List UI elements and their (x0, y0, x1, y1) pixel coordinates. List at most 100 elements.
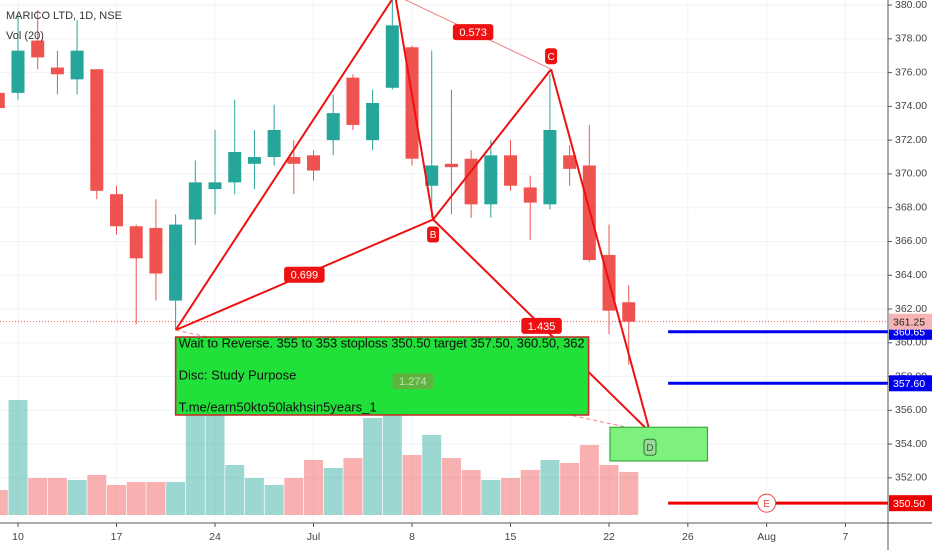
candle-body (149, 227, 163, 274)
volume-bar (461, 470, 481, 515)
volume-bar (402, 455, 422, 515)
volume-bar (67, 480, 87, 515)
level-label-bg (889, 495, 932, 512)
candle-body (385, 25, 399, 88)
level-label-bg (889, 375, 932, 392)
x-tick-label: Aug (757, 531, 776, 543)
candle-body (228, 151, 242, 183)
volume-bar (284, 478, 304, 515)
y-tick-label: 378.00 (895, 33, 927, 45)
x-tick-label: 8 (409, 531, 415, 543)
x-tick-label: Jul (307, 531, 320, 543)
volume-bar (304, 460, 324, 515)
target-zone (609, 426, 709, 462)
candle-body (287, 157, 301, 164)
volume-bar (382, 405, 402, 515)
candle-body (504, 155, 518, 186)
volume-bar (520, 470, 540, 515)
point-label-bg (545, 48, 558, 65)
volume-bar (146, 482, 166, 515)
volume-bar (87, 475, 107, 515)
candle-body (346, 77, 360, 125)
candle-body (444, 163, 458, 168)
candle-body (188, 182, 202, 220)
pattern-leg (432, 68, 552, 221)
candle-body (563, 155, 577, 169)
last-price-bg (889, 313, 932, 330)
y-tick-label: 376.00 (895, 66, 927, 78)
point-label: D (646, 443, 653, 454)
ratio-label: 0.699 (291, 270, 319, 282)
candle-body (208, 182, 222, 190)
candle-body (129, 226, 143, 259)
y-tick-label: 356.00 (895, 404, 927, 416)
candle-body (70, 50, 84, 80)
volume-bar (441, 458, 461, 515)
candle-body (11, 50, 25, 93)
x-tick-label: 15 (505, 531, 517, 543)
ratio-label-bg (452, 24, 494, 41)
volume-bar (264, 485, 284, 515)
volume-bar (0, 490, 8, 515)
candle-body (307, 155, 321, 171)
candle-body (90, 69, 104, 191)
x-tick-label: 22 (603, 531, 615, 543)
point-label: B (430, 230, 437, 241)
ratio-label: 1.274 (399, 376, 427, 388)
candle-body (0, 92, 5, 109)
point-label: C (547, 52, 554, 63)
candle-body (366, 103, 380, 141)
volume-bar (501, 478, 521, 515)
volume-bar (560, 463, 580, 515)
y-tick-label: 362.00 (895, 303, 927, 315)
volume-bar (343, 458, 363, 515)
candle-body (110, 194, 124, 227)
candle-body (50, 67, 64, 75)
x-tick-label: 10 (12, 531, 24, 543)
volume-bar (205, 392, 225, 515)
note-box (174, 336, 590, 416)
ratio-label-bg (392, 373, 434, 390)
note-text: Wait to Reverse. 355 to 353 stoploss 350… (179, 335, 585, 350)
candle-body (31, 40, 45, 58)
volume-bar (422, 435, 442, 515)
note-text: Disc: Study Purpose (179, 367, 297, 382)
pattern-leg (394, 0, 435, 220)
candle-body (425, 165, 439, 186)
candle-body (267, 130, 281, 158)
ratio-label: 0.573 (459, 27, 487, 39)
volume-bar (363, 418, 383, 515)
volume-bar (107, 485, 127, 515)
level-label: 350.50 (893, 498, 925, 510)
volume-bar (619, 472, 639, 515)
candle-body (622, 302, 636, 322)
y-tick-label: 354.00 (895, 438, 927, 450)
candle-body (247, 157, 261, 164)
pattern-leg (174, 0, 393, 331)
volume-bar (225, 465, 245, 515)
point-label-bg (427, 226, 440, 243)
ratio-label-bg (284, 266, 325, 283)
volume-bar (244, 478, 264, 515)
event-marker (757, 493, 777, 513)
level-label: 357.60 (893, 378, 925, 390)
candle-body (484, 155, 498, 205)
price-axis-bg (888, 0, 932, 550)
last-price-label: 361.25 (893, 316, 925, 328)
volume-bar (166, 482, 186, 515)
candle-body (169, 224, 183, 301)
time-axis-bg (0, 523, 932, 550)
volume-bar (28, 478, 48, 515)
candle-body (326, 113, 340, 141)
volume-bar (599, 465, 619, 515)
volume-label: Vol (20) (6, 30, 44, 42)
candle-body (464, 158, 478, 205)
volume-bar (481, 480, 501, 515)
x-tick-label: 26 (682, 531, 694, 543)
y-tick-label: 364.00 (895, 269, 927, 281)
volume-bar (47, 478, 67, 515)
candle-body (523, 187, 537, 203)
volume-bar (185, 388, 205, 515)
y-tick-label: 380.00 (895, 0, 927, 11)
